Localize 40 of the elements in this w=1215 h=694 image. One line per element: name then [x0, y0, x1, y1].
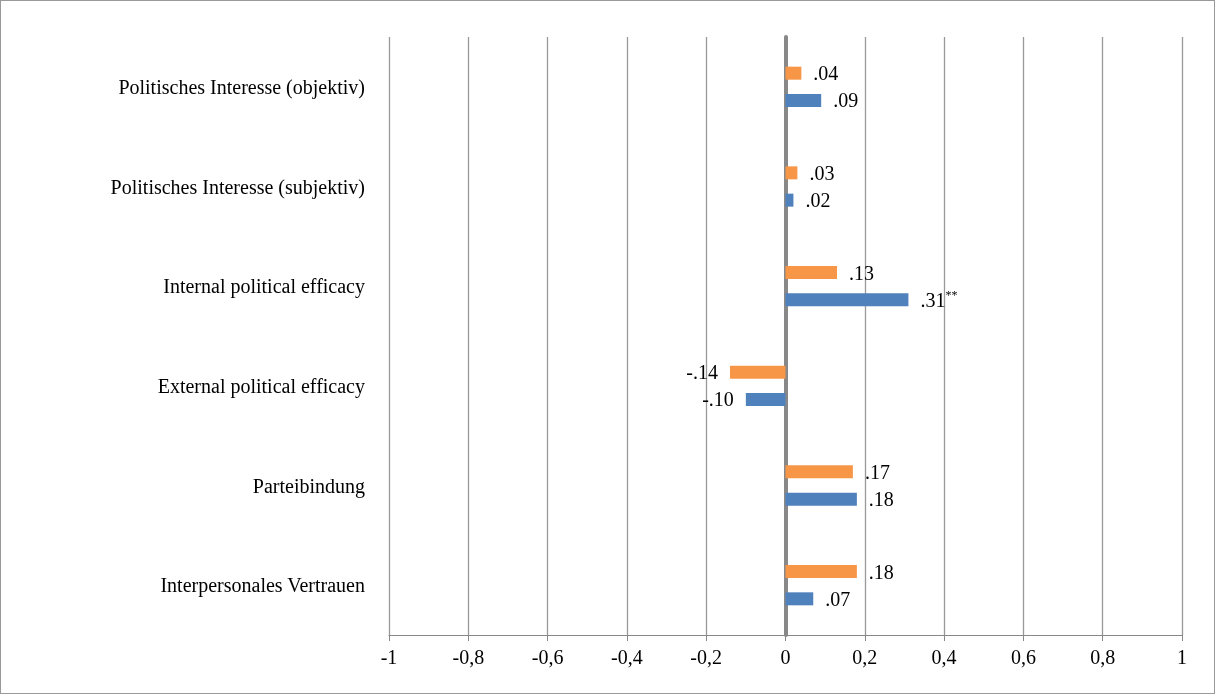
x-tick-label: -0,4 — [611, 646, 643, 668]
x-tick-label: 1 — [1177, 646, 1187, 668]
x-tick-label: -0,6 — [531, 646, 564, 668]
bar — [745, 392, 786, 406]
y-tick-label: Parteibindung — [252, 474, 365, 498]
data-label: -.14 — [686, 361, 718, 384]
data-label: .04 — [813, 62, 839, 85]
bar — [729, 365, 786, 379]
x-tick-label: 0,8 — [1090, 646, 1116, 668]
y-tick-label: Interpersonales Vertrauen — [160, 574, 365, 598]
bar — [785, 565, 857, 579]
data-label: .18 — [868, 488, 894, 511]
bar — [785, 266, 838, 280]
x-tick-label: -1 — [380, 646, 398, 668]
bar — [785, 492, 857, 506]
y-tick-label: Politisches Interesse (objektiv) — [118, 75, 365, 99]
data-label: -.10 — [702, 388, 734, 411]
bar — [785, 66, 802, 80]
bar — [785, 93, 822, 107]
bar — [785, 592, 814, 606]
x-tick-label: 0 — [780, 646, 791, 668]
y-tick-label: Politisches Interesse (subjektiv) — [110, 175, 365, 199]
data-label: .09 — [833, 89, 859, 112]
bar — [785, 166, 798, 180]
bar — [785, 465, 853, 479]
x-tick-label: 0,2 — [852, 646, 878, 668]
data-label: .02 — [805, 189, 831, 212]
bar — [785, 293, 909, 307]
data-label: .07 — [825, 587, 851, 610]
y-tick-label: External political efficacy — [157, 374, 365, 398]
data-label: .17 — [864, 460, 890, 483]
data-label: .18 — [868, 560, 894, 583]
data-label: .13 — [849, 261, 875, 284]
x-tick-label: -0,2 — [690, 646, 723, 668]
x-tick-label: 0,4 — [931, 646, 957, 668]
y-tick-label: Internal political efficacy — [163, 275, 365, 299]
data-label: .03 — [809, 161, 835, 184]
x-tick-label: -0,8 — [452, 646, 485, 668]
x-tick-label: 0,6 — [1010, 646, 1036, 668]
data-label: .31** — [920, 287, 958, 311]
